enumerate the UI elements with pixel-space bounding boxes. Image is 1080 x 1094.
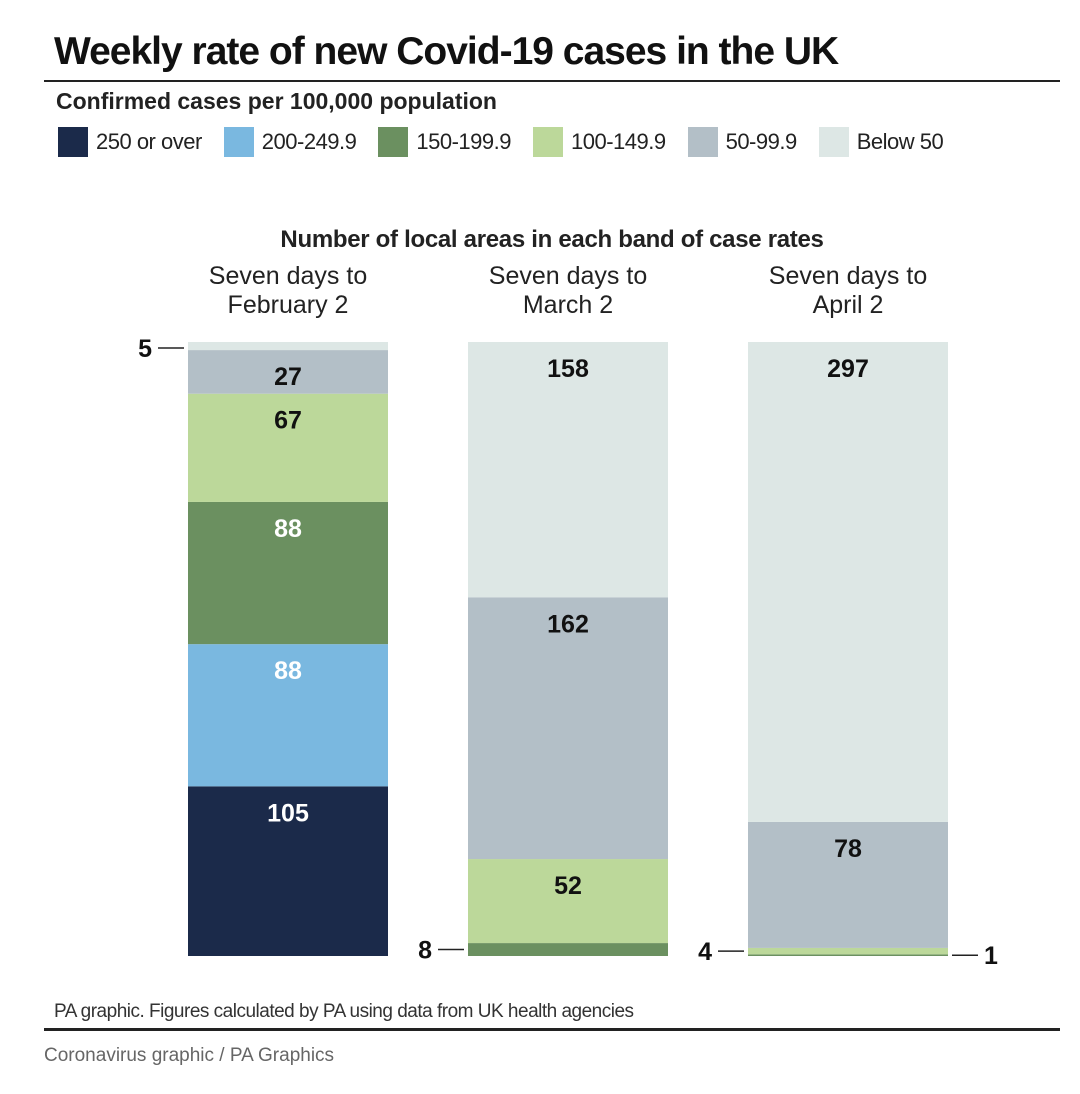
legend-swatch — [378, 127, 409, 157]
bar-segment — [748, 821, 948, 948]
bar-segment — [748, 954, 948, 956]
category-label: Seven days to — [489, 262, 647, 290]
chart-heading: Number of local areas in each band of ca… — [280, 226, 824, 253]
bar-segment — [188, 501, 388, 645]
legend-label: 150-199.9 — [416, 129, 511, 154]
legend-swatch — [532, 127, 563, 157]
data-label: 8 — [418, 937, 432, 965]
legend-label: 100-149.9 — [570, 129, 666, 154]
image-caption: Coronavirus graphic / PA Graphics — [44, 1045, 335, 1066]
data-label: 4 — [698, 938, 712, 966]
data-label: 88 — [274, 515, 302, 543]
data-label: 158 — [547, 355, 589, 383]
category-label: February 2 — [228, 291, 349, 319]
legend-swatch — [687, 127, 718, 157]
data-label: 5 — [138, 335, 152, 363]
legend-swatch — [223, 127, 254, 157]
bar-segment — [468, 943, 668, 956]
bar-segment — [748, 947, 948, 955]
data-label: 27 — [274, 363, 302, 391]
category-label: March 2 — [523, 291, 613, 319]
source-note: PA graphic. Figures calculated by PA usi… — [54, 1001, 634, 1022]
legend-item: Below 50 — [818, 127, 944, 157]
legend-label: 50-99.9 — [725, 129, 798, 154]
legend: 250 or over 200-249.9 150-199.9 100-149.… — [58, 127, 1060, 157]
data-label: 162 — [547, 610, 589, 638]
chart-title: Weekly rate of new Covid-19 cases in the… — [54, 30, 839, 73]
bar-segment — [468, 597, 668, 860]
data-label: 67 — [274, 407, 302, 435]
legend-item: 100-149.9 — [532, 127, 666, 157]
bar-segment — [188, 393, 388, 502]
bar-segment — [188, 342, 388, 351]
data-label: 1 — [984, 942, 998, 970]
legend-label: 200-249.9 — [261, 129, 357, 154]
legend-label: 250 or over — [96, 129, 202, 154]
footer-rule — [44, 1028, 1060, 1031]
bar-segment — [188, 786, 388, 956]
bar-segment — [188, 350, 388, 394]
legend-swatch — [58, 127, 88, 157]
bar-segment — [748, 342, 948, 822]
legend-item: 150-199.9 — [378, 127, 511, 157]
chart-frame: Weekly rate of new Covid-19 cases in the… — [44, 22, 1060, 253]
bar-segment — [188, 644, 388, 787]
category-label: Seven days to — [769, 262, 927, 290]
data-label: 88 — [274, 657, 302, 685]
data-label: 297 — [827, 355, 869, 383]
data-label: 105 — [267, 799, 309, 827]
legend-swatch — [818, 127, 849, 157]
title-rule — [44, 80, 1060, 82]
chart-subtitle: Confirmed cases per 100,000 population — [56, 88, 497, 114]
legend-label: Below 50 — [856, 129, 944, 154]
category-label: April 2 — [813, 291, 884, 319]
legend-item: 50-99.9 — [687, 127, 798, 157]
data-label: 78 — [834, 835, 862, 863]
data-label: 52 — [554, 872, 582, 900]
bar-segment — [468, 859, 668, 944]
category-label: Seven days to — [209, 262, 367, 290]
legend-item: 250 or over — [58, 127, 202, 157]
legend-item: 200-249.9 — [223, 127, 357, 157]
bar-segment — [468, 342, 668, 598]
